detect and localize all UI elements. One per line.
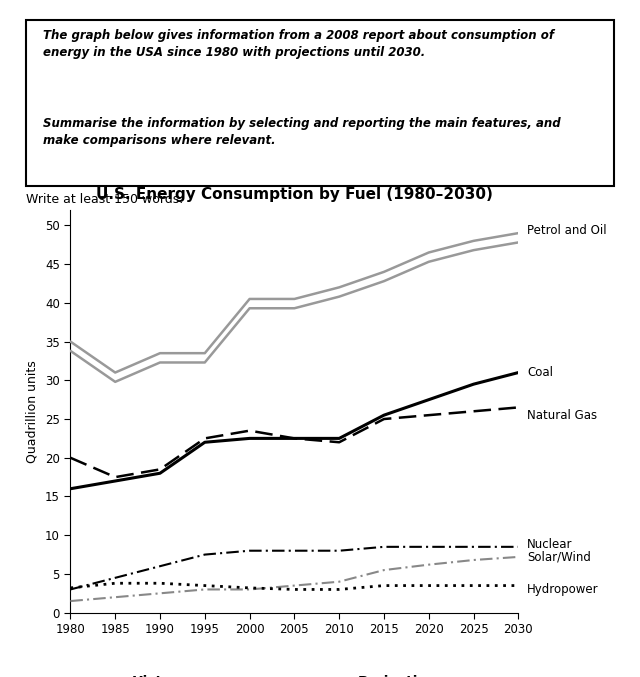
Text: Natural Gas: Natural Gas	[527, 409, 598, 422]
Title: U.S. Energy Consumption by Fuel (1980–2030): U.S. Energy Consumption by Fuel (1980–20…	[96, 187, 493, 202]
Text: The graph below gives information from a 2008 report about consumption of
energy: The graph below gives information from a…	[44, 28, 554, 59]
Text: Nuclear: Nuclear	[527, 538, 573, 551]
Y-axis label: Quadrillion units: Quadrillion units	[25, 360, 38, 462]
Text: Projections: Projections	[358, 675, 446, 677]
Text: Hydropower: Hydropower	[527, 583, 599, 596]
Text: Write at least 150 words.: Write at least 150 words.	[26, 193, 183, 206]
Text: Summarise the information by selecting and reporting the main features, and
make: Summarise the information by selecting a…	[44, 116, 561, 146]
FancyBboxPatch shape	[26, 20, 614, 186]
Text: Coal: Coal	[527, 366, 554, 379]
Text: Petrol and Oil: Petrol and Oil	[527, 224, 607, 237]
Text: Solar/Wind: Solar/Wind	[527, 550, 591, 563]
Text: History: History	[132, 675, 188, 677]
